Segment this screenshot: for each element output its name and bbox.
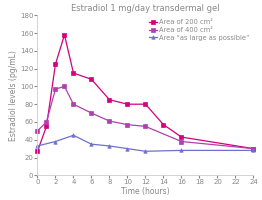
Area of 200 cm²: [162, 123, 165, 126]
Area of 400 cm²: [144, 125, 147, 128]
Line: Area of 400 cm²: Area of 400 cm²: [36, 85, 255, 150]
X-axis label: Time (hours): Time (hours): [121, 187, 170, 196]
Area of 200 cm²: [36, 150, 39, 152]
Area of 400 cm²: [36, 130, 39, 132]
Area of 200 cm²: [90, 78, 93, 81]
Legend: Area of 200 cm², Area of 400 cm², Area “as large as possible”: Area of 200 cm², Area of 400 cm², Area “…: [148, 19, 250, 41]
Area of 400 cm²: [72, 103, 75, 105]
Area “as large as possible”: [126, 147, 129, 150]
Area of 200 cm²: [144, 103, 147, 105]
Area of 200 cm²: [180, 136, 183, 138]
Title: Estradiol 1 mg/day transdermal gel: Estradiol 1 mg/day transdermal gel: [71, 4, 220, 13]
Line: Area of 200 cm²: Area of 200 cm²: [36, 33, 255, 153]
Area of 200 cm²: [63, 34, 66, 36]
Area of 400 cm²: [90, 112, 93, 114]
Area of 200 cm²: [252, 147, 255, 150]
Area of 200 cm²: [72, 72, 75, 74]
Y-axis label: Estradiol levels (pg/mL): Estradiol levels (pg/mL): [9, 50, 18, 141]
Area “as large as possible”: [144, 150, 147, 152]
Line: Area “as large as possible”: Area “as large as possible”: [36, 134, 255, 153]
Area “as large as possible”: [54, 140, 57, 143]
Area of 200 cm²: [54, 63, 57, 65]
Area of 400 cm²: [180, 140, 183, 143]
Area “as large as possible”: [90, 143, 93, 145]
Area “as large as possible”: [108, 145, 111, 147]
Area “as large as possible”: [72, 134, 75, 136]
Area of 400 cm²: [108, 120, 111, 122]
Area of 200 cm²: [126, 103, 129, 105]
Area of 400 cm²: [63, 85, 66, 88]
Area of 400 cm²: [45, 121, 48, 123]
Area of 400 cm²: [252, 147, 255, 150]
Area of 200 cm²: [108, 99, 111, 101]
Area “as large as possible”: [252, 149, 255, 152]
Area of 200 cm²: [45, 125, 48, 128]
Area “as large as possible”: [180, 149, 183, 152]
Area “as large as possible”: [36, 145, 39, 147]
Area of 400 cm²: [126, 123, 129, 126]
Area of 400 cm²: [54, 88, 57, 90]
